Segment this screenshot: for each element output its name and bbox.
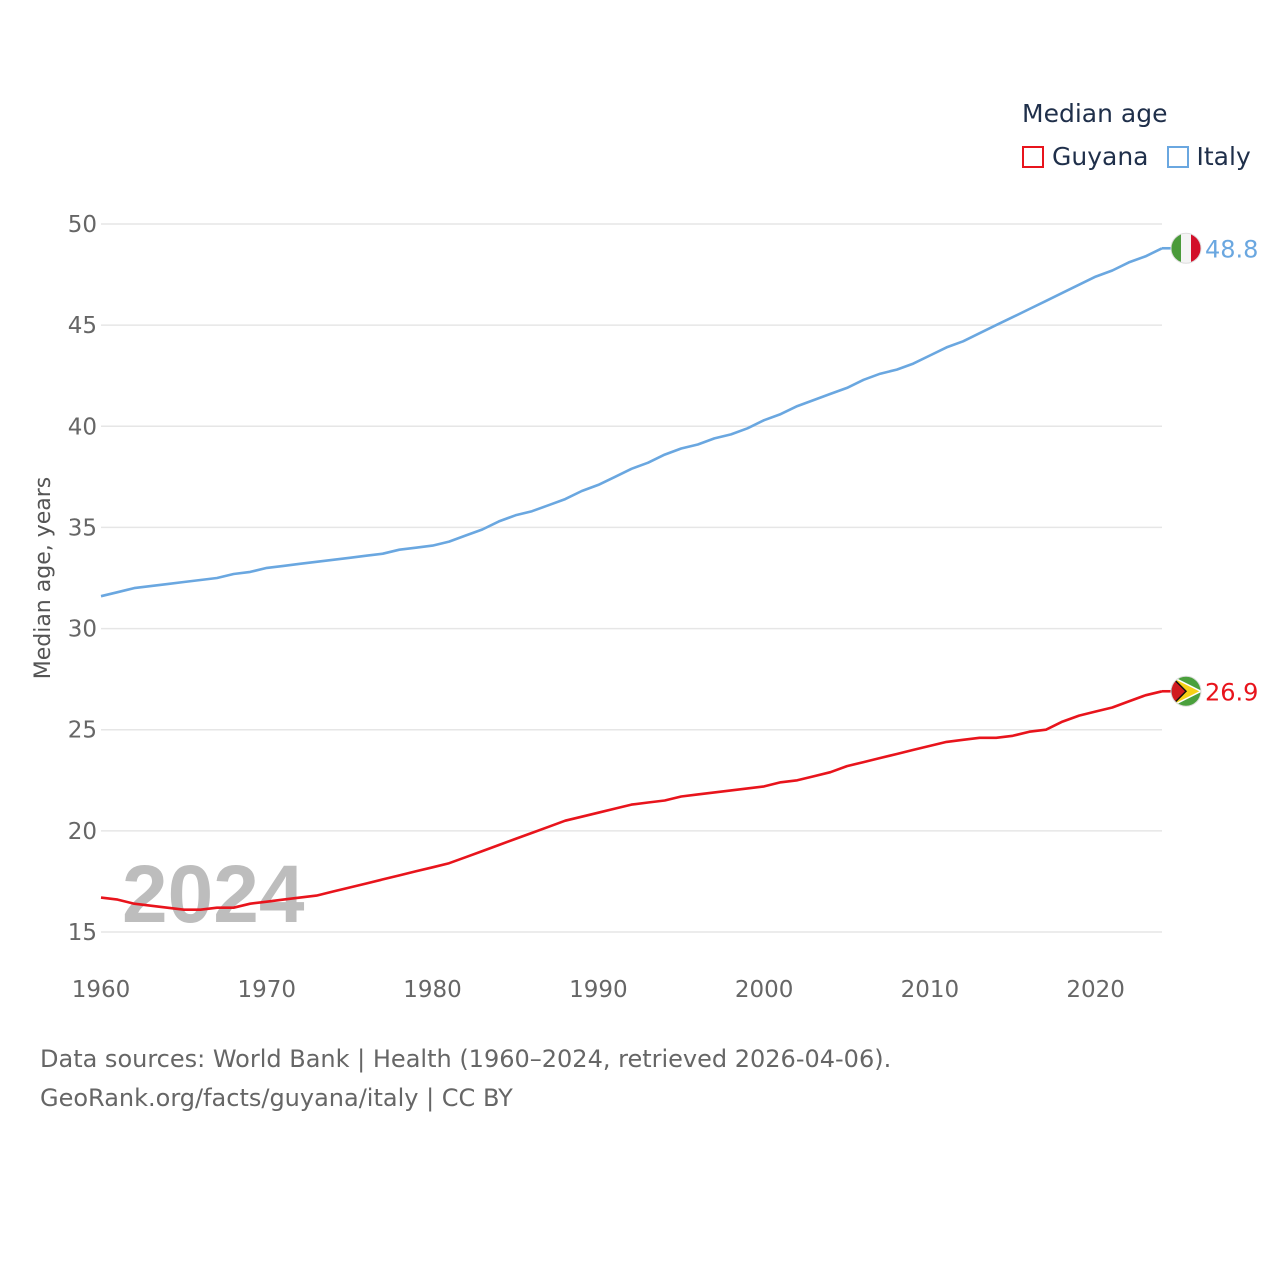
x-tick-label: 1990 (569, 977, 628, 1003)
legend-swatch-guyana (1022, 145, 1044, 168)
x-tick-label: 1980 (403, 977, 462, 1003)
legend-title: Median age (1022, 99, 1168, 128)
legend: Guyana Italy (1022, 142, 1269, 171)
series-line-italy (100, 247, 1163, 598)
y-tick-label: 40 (68, 414, 97, 440)
x-axis-ticks: 1960 1970 1980 1990 2000 2010 2020 (72, 977, 1125, 1003)
series-line-guyana (100, 690, 1163, 912)
end-value-label-guyana: 26.9 (1205, 678, 1258, 706)
x-tick-label: 2000 (735, 977, 794, 1003)
legend-item-italy[interactable]: Italy (1166, 142, 1251, 171)
y-tick-label: 30 (68, 617, 97, 643)
y-axis-label: Median age, years (31, 477, 56, 680)
legend-label-italy: Italy (1196, 142, 1251, 171)
x-tick-label: 2020 (1066, 977, 1125, 1003)
x-tick-label: 2010 (901, 977, 960, 1003)
end-value-label-italy: 48.8 (1205, 235, 1258, 263)
year-watermark: 2024 (122, 849, 305, 940)
series-end-markers: 26.9 48.8 (1162, 232, 1258, 707)
legend-swatch-italy (1166, 145, 1189, 168)
y-tick-label: 15 (68, 920, 97, 946)
italy-flag-icon (1170, 232, 1202, 264)
source-url-link[interactable]: GeoRank.org/facts/guyana/italy | CC BY (40, 1084, 513, 1112)
y-tick-label: 45 (68, 313, 97, 339)
x-tick-label: 1970 (238, 977, 297, 1003)
y-tick-label: 25 (68, 718, 97, 744)
gridlines (101, 223, 1162, 933)
y-axis-ticks: 15 20 25 30 35 40 45 50 (68, 212, 97, 946)
x-tick-label: 1960 (72, 977, 131, 1003)
legend-label-guyana: Guyana (1052, 142, 1149, 171)
legend-item-guyana[interactable]: Guyana (1022, 142, 1149, 171)
y-tick-label: 50 (68, 212, 97, 238)
y-tick-label: 20 (68, 819, 97, 845)
data-sources-note: Data sources: World Bank | Health (1960–… (40, 1045, 892, 1073)
y-tick-label: 35 (68, 515, 97, 541)
guyana-flag-icon (1170, 675, 1202, 707)
series-lines (100, 247, 1163, 912)
